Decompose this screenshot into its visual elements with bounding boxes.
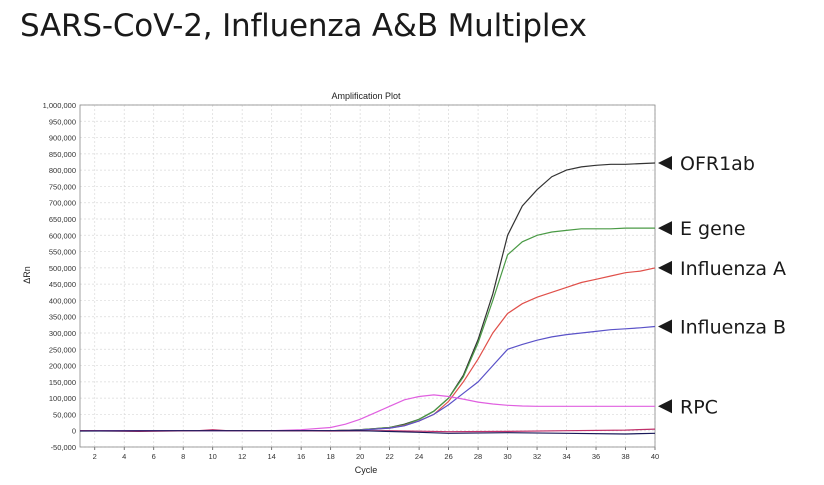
x-axis-label: Cycle — [355, 465, 378, 475]
y-axis-label: ΔRn — [22, 266, 32, 284]
x-tick-label: 18 — [326, 452, 334, 461]
x-tick-label: 30 — [503, 452, 511, 461]
x-tick-label: 20 — [356, 452, 364, 461]
x-tick-label: 36 — [592, 452, 600, 461]
annotation-arrow — [658, 260, 672, 275]
y-tick-label: 900,000 — [49, 134, 76, 143]
y-tick-label: 300,000 — [49, 329, 76, 338]
annotation-label-e-gene: E gene — [680, 218, 746, 240]
y-tick-label: 350,000 — [49, 313, 76, 322]
series-line-rpc — [80, 394, 655, 432]
y-tick-label: 600,000 — [49, 231, 76, 240]
x-tick-label: 40 — [651, 452, 659, 461]
y-tick-label: -50,000 — [51, 443, 76, 452]
baseline-line-6 — [79, 430, 656, 435]
y-tick-label: 850,000 — [49, 150, 76, 159]
y-tick-label: 400,000 — [49, 296, 76, 305]
y-tick-label: 200,000 — [49, 362, 76, 371]
plot-frame — [79, 104, 656, 448]
y-tick-label: 750,000 — [49, 182, 76, 191]
annotation-arrow — [658, 155, 672, 170]
y-tick-label: 50,000 — [53, 410, 76, 419]
x-tick-label: 6 — [152, 452, 156, 461]
annotation-label-ofr1ab: OFR1ab — [680, 153, 755, 175]
y-tick-label: 1,000,000 — [43, 101, 76, 110]
x-tick-label: 38 — [621, 452, 629, 461]
annotation-arrow — [658, 221, 672, 236]
x-tick-label: 8 — [181, 452, 185, 461]
annotation-label-influenza-b: Influenza B — [680, 316, 786, 338]
grid-lines — [80, 104, 656, 448]
y-tick-label: 100,000 — [49, 394, 76, 403]
y-tick-label: 700,000 — [49, 199, 76, 208]
x-tick-label: 26 — [444, 452, 452, 461]
y-tick-label: 550,000 — [49, 248, 76, 257]
x-tick-label: 32 — [533, 452, 541, 461]
y-tick-label: 800,000 — [49, 166, 76, 175]
x-tick-label: 4 — [122, 452, 126, 461]
x-tick-label: 22 — [385, 452, 393, 461]
y-tick-label: 250,000 — [49, 345, 76, 354]
x-tick-label: 34 — [562, 452, 570, 461]
chart-title: Amplification Plot — [331, 91, 401, 101]
plot-area — [80, 105, 655, 447]
annotation-arrow — [658, 319, 672, 334]
annotation-label-rpc: RPC — [680, 396, 718, 418]
annotation-label-influenza-a: Influenza A — [680, 258, 786, 280]
y-tick-label: 650,000 — [49, 215, 76, 224]
x-tick-label: 28 — [474, 452, 482, 461]
page-title: SARS-CoV-2, Influenza A&B Multiplex — [20, 8, 587, 44]
x-tick-label: 24 — [415, 452, 423, 461]
y-tick-label: 950,000 — [49, 117, 76, 126]
x-tick-label: 2 — [93, 452, 97, 461]
x-tick-label: 14 — [267, 452, 275, 461]
x-tick-label: 12 — [238, 452, 246, 461]
y-tick-label: 450,000 — [49, 280, 76, 289]
annotation-arrow — [658, 399, 672, 414]
y-tick-label: 500,000 — [49, 264, 76, 273]
y-tick-label: 0 — [72, 427, 76, 436]
x-tick-label: 10 — [209, 452, 217, 461]
y-tick-label: 150,000 — [49, 378, 76, 387]
x-tick-label: 16 — [297, 452, 305, 461]
